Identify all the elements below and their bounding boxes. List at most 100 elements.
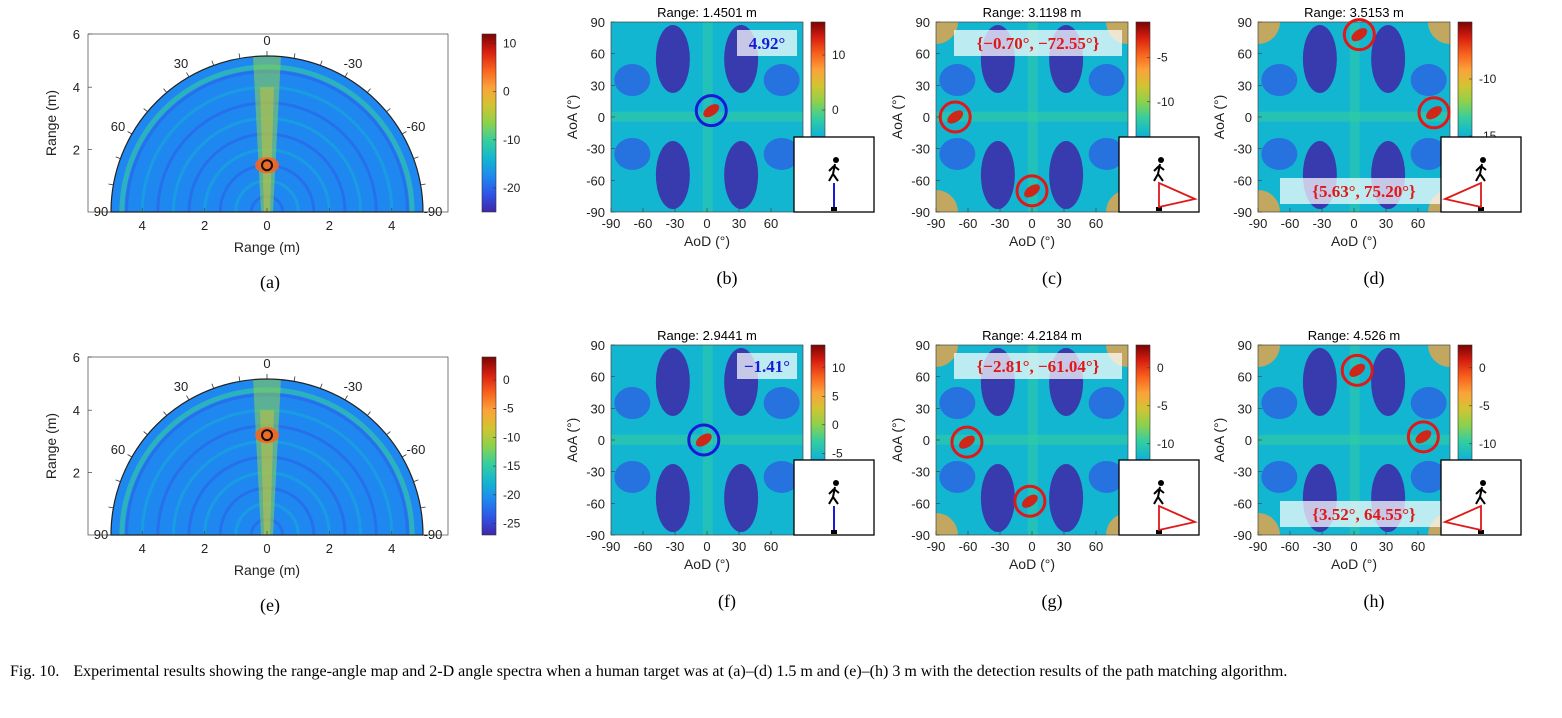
colorbar-tick-label: -10: [1479, 72, 1497, 86]
horizontal-band: [936, 111, 1128, 122]
vertical-band: [1349, 22, 1360, 212]
dark-lobe: [1049, 464, 1084, 533]
angle-tick: [127, 131, 133, 135]
horizontal-band: [1258, 111, 1450, 122]
caption-label: Fig. 10.: [10, 663, 60, 680]
panel-label: (h): [1364, 591, 1385, 612]
y-tick-label: 0: [923, 110, 930, 125]
angle-spectrum-b: Range: 1.4501 m-90 -60 -30 0 30 609060300-30-…: [564, 5, 875, 289]
y-axis-label: AoA (°): [1211, 95, 1227, 140]
colorbar-tick-label: -10: [1157, 95, 1175, 109]
y-tick-label: 4: [73, 80, 80, 95]
y-tick-label: 6: [73, 27, 80, 42]
radar-icon: [1478, 207, 1484, 211]
angle-tick: [413, 156, 419, 160]
colorbar-tick-label: 10: [832, 361, 846, 375]
x-axis-label: Range (m): [234, 239, 300, 255]
x-tick-label: 30: [1057, 216, 1071, 231]
y-axis-label: AoA (°): [564, 418, 580, 463]
y-tick-label: -60: [586, 496, 605, 511]
person-body: [1153, 486, 1165, 505]
angle-tick: [115, 479, 121, 483]
y-tick-label: -90: [586, 205, 605, 220]
y-tick-label: 30: [591, 78, 605, 93]
y-tick-label: 0: [598, 433, 605, 448]
dim-lobe: [939, 64, 976, 97]
angle-tick: [319, 60, 323, 66]
colorbar-tick-label: -10: [1479, 437, 1497, 451]
dim-lobe: [763, 387, 800, 420]
detection-circle: [950, 425, 984, 459]
angle-tick: [344, 395, 348, 401]
x-tick-label: 0: [1350, 216, 1357, 231]
x-tick-label: 2: [201, 218, 208, 233]
dim-lobe: [1261, 64, 1298, 97]
x-tick-label: 30: [1379, 216, 1393, 231]
angle-tick: [386, 108, 391, 113]
radar-icon: [831, 207, 837, 211]
y-tick-label: 6: [73, 350, 80, 365]
colorbar-tick-label: 0: [503, 373, 510, 387]
y-tick-label: 30: [916, 401, 930, 416]
annotation-box: [954, 353, 1122, 379]
x-axis-label: AoD (°): [1009, 233, 1055, 249]
target-marker: [261, 429, 273, 442]
detection-annotation: {3.52°, 64.55°}: [1312, 505, 1416, 524]
y-tick-label: -30: [586, 142, 605, 157]
y-tick-label: -60: [911, 496, 930, 511]
angle-tick: [108, 183, 114, 186]
colorbar-tick-label: 0: [503, 85, 510, 99]
corner-hotspot: [1258, 345, 1280, 367]
x-tick-label: 60: [1089, 216, 1103, 231]
dim-lobe: [1088, 460, 1125, 493]
x-tick-label: 4: [388, 541, 395, 556]
colorbar-tick-label: 5: [832, 389, 839, 403]
panel-label: (e): [260, 595, 280, 616]
panel-label: (b): [717, 268, 738, 289]
angle-tick-label: 90: [94, 204, 108, 219]
colorbar-tick-label: -25: [503, 517, 521, 531]
peak-hotspot: [1415, 430, 1432, 444]
x-axis-label: AoD (°): [1009, 556, 1055, 572]
panel-title: Range: 4.2184 m: [982, 328, 1082, 343]
radar-icon: [1478, 530, 1484, 534]
colorbar-tick-label: 10: [832, 48, 846, 62]
y-tick-label: -60: [1233, 496, 1252, 511]
angle-tick: [186, 72, 190, 78]
x-tick-label: -30: [1313, 539, 1332, 554]
x-tick-label: -30: [1313, 216, 1332, 231]
dim-lobe: [1088, 64, 1125, 97]
x-tick-label: -60: [634, 216, 653, 231]
angle-tick: [238, 376, 241, 382]
detection-circle: [694, 94, 728, 128]
dim-lobe: [614, 137, 651, 170]
angle-tick-label: -60: [407, 442, 426, 457]
y-tick-label: 0: [923, 433, 930, 448]
angle-tick: [108, 506, 114, 509]
colorbar-tick-label: -5: [503, 402, 514, 416]
angle-tick: [238, 53, 241, 59]
y-tick-label: 0: [1245, 433, 1252, 448]
detection-annotation: {5.63°, 75.20°}: [1312, 182, 1416, 201]
person-body: [828, 486, 840, 505]
x-tick-label: 0: [703, 539, 710, 554]
angle-tick: [293, 53, 296, 59]
x-tick-label: -30: [991, 539, 1010, 554]
angle-tick-label: 60: [111, 442, 125, 457]
caption-text: Experimental results showing the range-a…: [73, 663, 1288, 680]
panel-title: Range: 3.5153 m: [1304, 5, 1404, 20]
y-tick-label: 30: [916, 78, 930, 93]
y-axis-label: AoA (°): [1211, 418, 1227, 463]
y-tick-label: -90: [1233, 205, 1252, 220]
y-tick-label: 60: [1238, 47, 1252, 62]
dark-lobe: [1049, 141, 1084, 210]
y-tick-label: 60: [916, 47, 930, 62]
dim-lobe: [763, 460, 800, 493]
x-tick-label: 30: [732, 216, 746, 231]
dim-lobe: [763, 137, 800, 170]
y-tick-label: 60: [916, 370, 930, 385]
panel-label: (c): [1042, 268, 1062, 289]
corner-hotspot: [1258, 190, 1280, 212]
detection-circle: [1340, 353, 1374, 387]
